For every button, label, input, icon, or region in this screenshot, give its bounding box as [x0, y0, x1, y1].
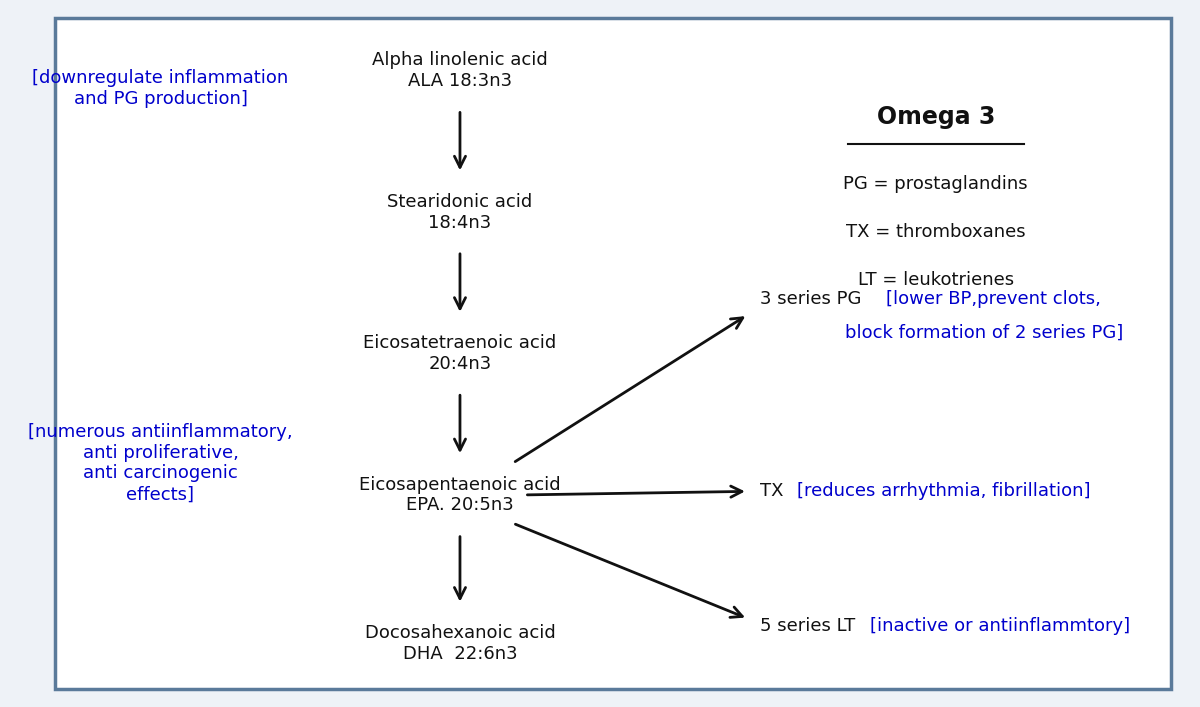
- Text: Eicosapentaenoic acid
EPA. 20:5n3: Eicosapentaenoic acid EPA. 20:5n3: [359, 476, 560, 514]
- Text: [numerous antiinflammatory,
anti proliferative,
anti carcinogenic
effects]: [numerous antiinflammatory, anti prolife…: [28, 423, 293, 503]
- Text: 5 series LT: 5 series LT: [760, 617, 860, 635]
- Text: [lower BP,prevent clots,: [lower BP,prevent clots,: [887, 290, 1102, 308]
- Text: TX: TX: [760, 482, 788, 501]
- Text: [reduces arrhythmia, fibrillation]: [reduces arrhythmia, fibrillation]: [797, 482, 1091, 501]
- Text: LT = leukotrienes: LT = leukotrienes: [858, 271, 1014, 289]
- Text: block formation of 2 series PG]: block formation of 2 series PG]: [845, 324, 1123, 341]
- Text: Omega 3: Omega 3: [876, 105, 995, 129]
- Text: Stearidonic acid
18:4n3: Stearidonic acid 18:4n3: [388, 193, 533, 231]
- Text: [downregulate inflammation
and PG production]: [downregulate inflammation and PG produc…: [32, 69, 288, 107]
- FancyBboxPatch shape: [55, 18, 1171, 689]
- Text: Eicosatetraenoic acid
20:4n3: Eicosatetraenoic acid 20:4n3: [364, 334, 557, 373]
- Text: PG = prostaglandins: PG = prostaglandins: [844, 175, 1028, 193]
- Text: 3 series PG: 3 series PG: [760, 290, 866, 308]
- Text: [inactive or antiinflammtory]: [inactive or antiinflammtory]: [870, 617, 1130, 635]
- Text: Alpha linolenic acid
ALA 18:3n3: Alpha linolenic acid ALA 18:3n3: [372, 52, 548, 90]
- Text: Docosahexanoic acid
DHA  22:6n3: Docosahexanoic acid DHA 22:6n3: [365, 624, 556, 662]
- Text: TX = thromboxanes: TX = thromboxanes: [846, 223, 1026, 241]
